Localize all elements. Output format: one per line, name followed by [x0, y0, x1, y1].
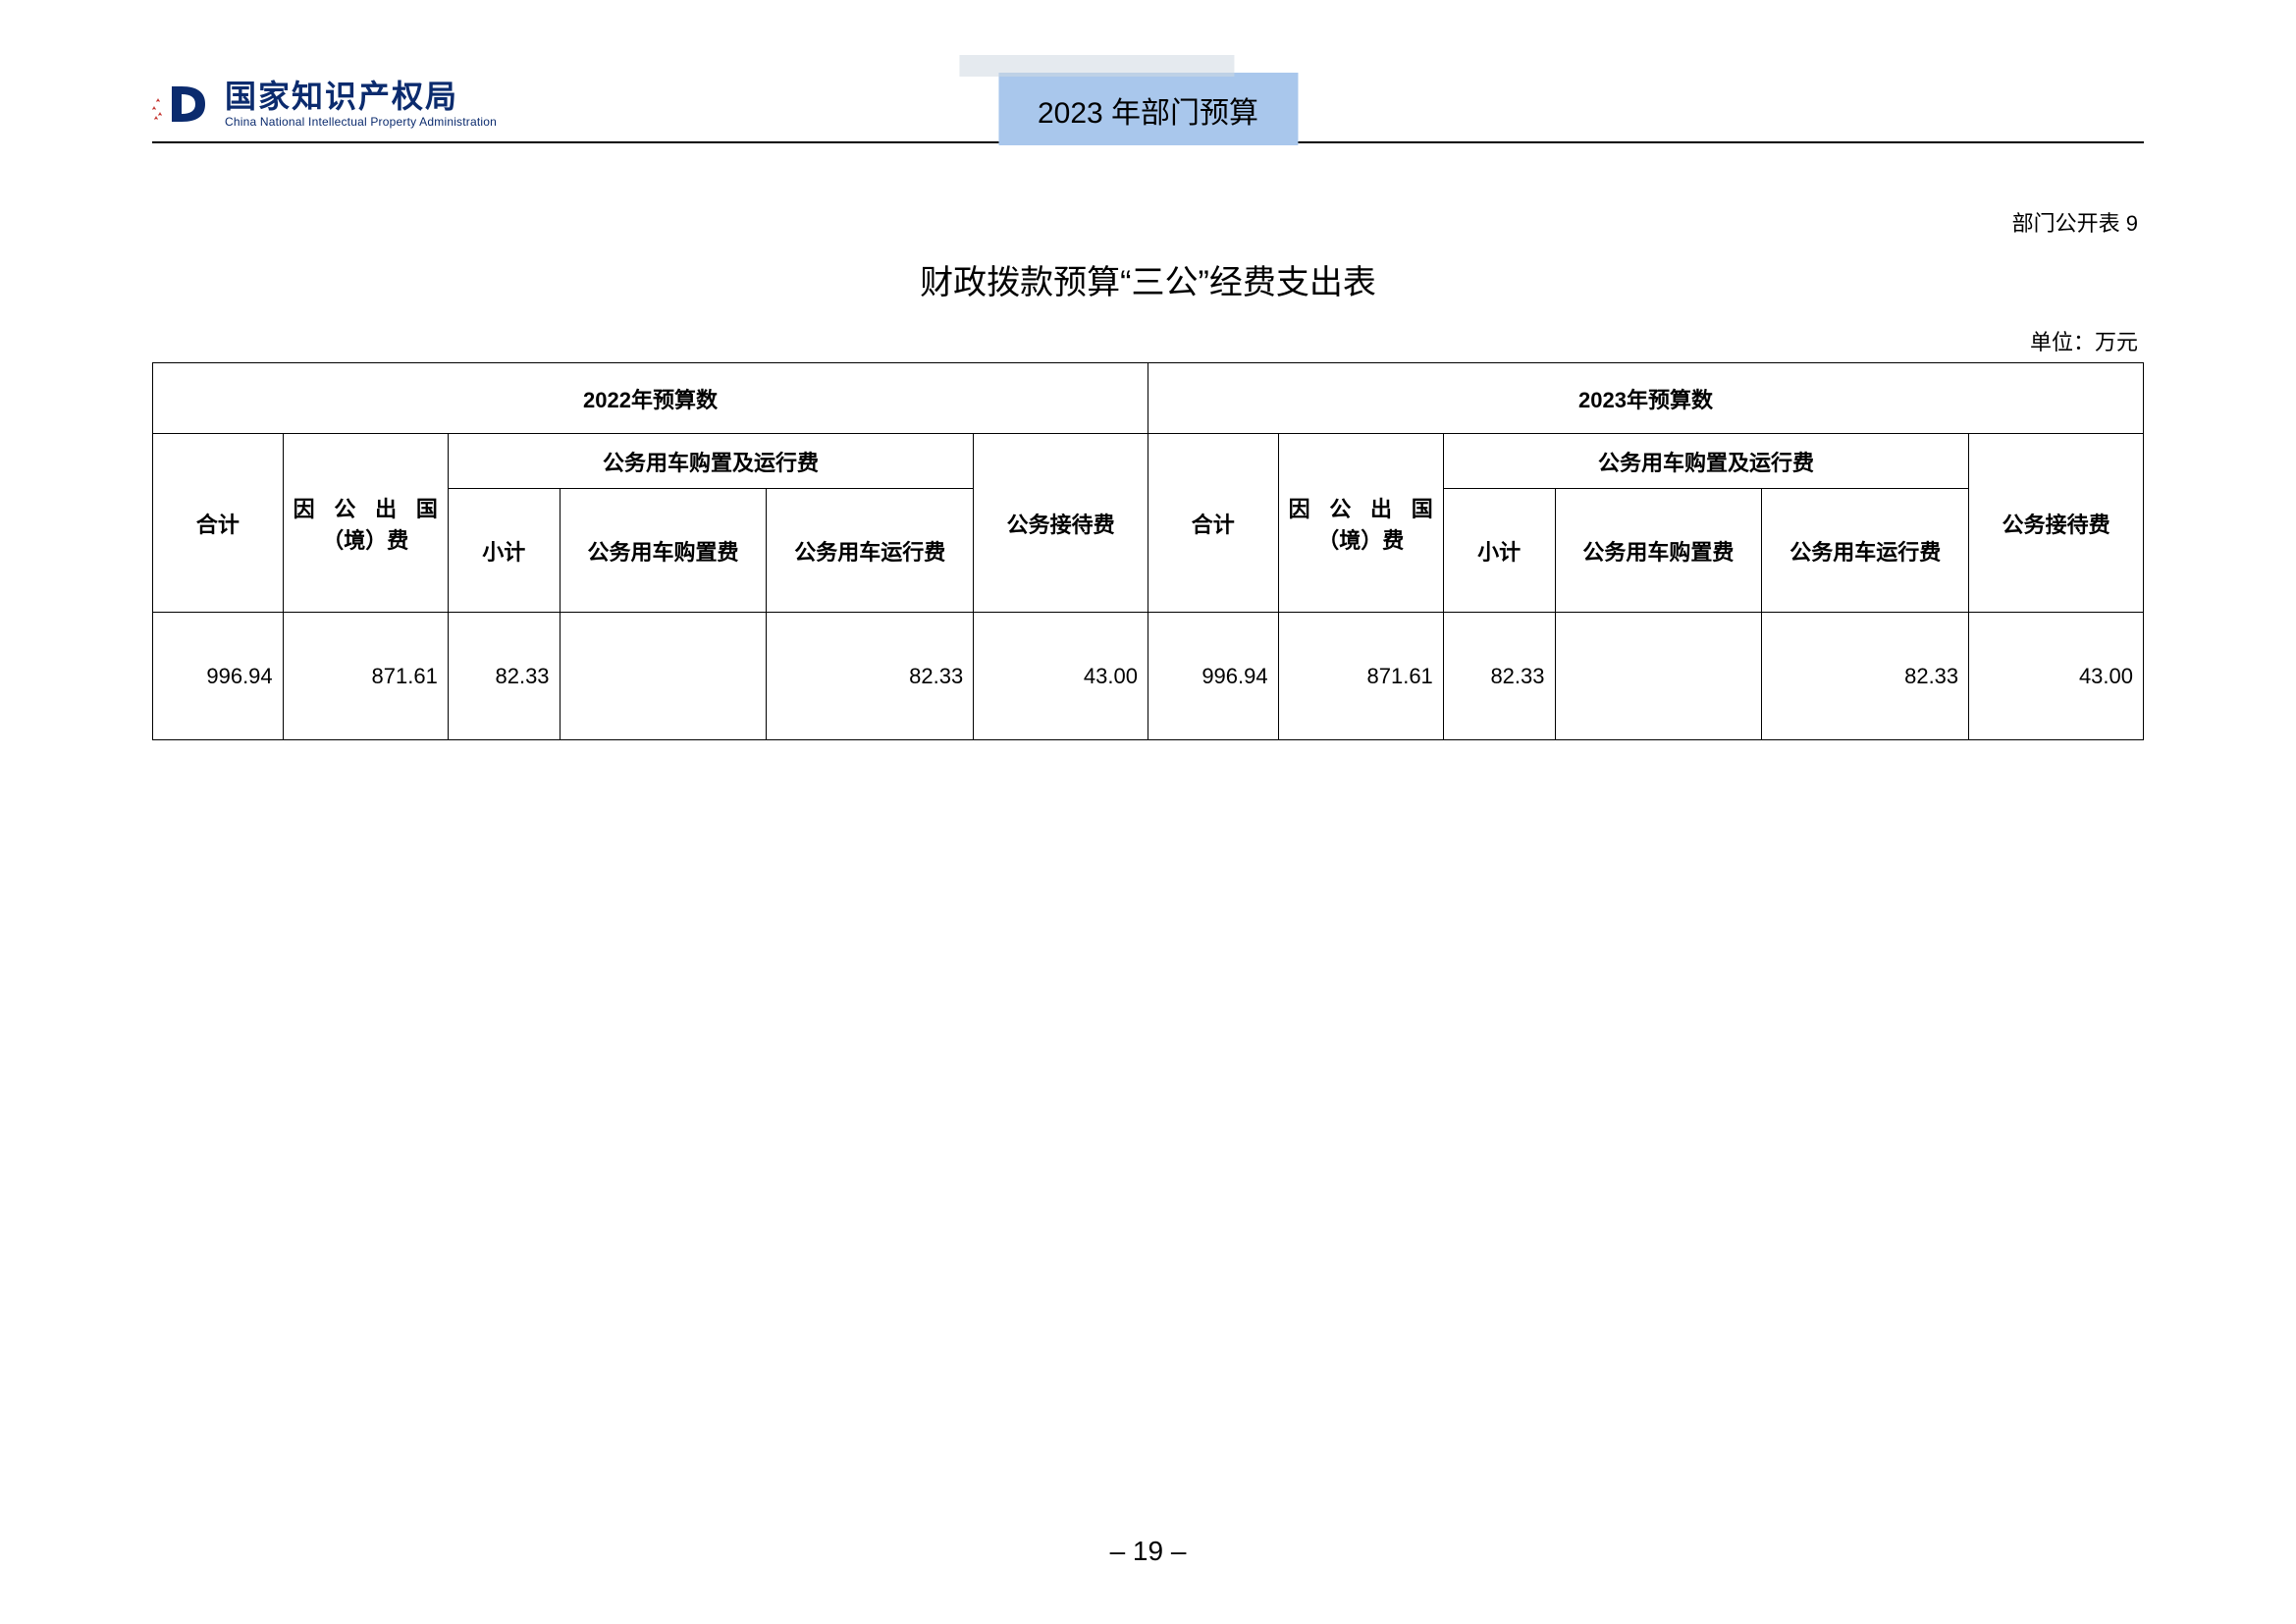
- budget-table: 2022年预算数 2023年预算数 合计 因公出国 （境）费 公务用车购置及运行…: [152, 362, 2144, 740]
- cell-2023-abroad: 871.61: [1278, 613, 1443, 740]
- col-abroad-2022: 因公出国 （境）费: [283, 434, 448, 613]
- table-label: 部门公开表 9: [152, 206, 2138, 238]
- header-row-subgroups: 合计 因公出国 （境）费 公务用车购置及运行费 公务接待费 合计 因公出国 （境…: [153, 434, 2144, 489]
- cnipa-logo-icon: [152, 79, 215, 130]
- col-abroad-2023: 因公出国 （境）费: [1278, 434, 1443, 613]
- col-group-2023: 2023年预算数: [1148, 363, 2143, 434]
- header-row-groups: 2022年预算数 2023年预算数: [153, 363, 2144, 434]
- page: 国家知识产权局 China National Intellectual Prop…: [0, 0, 2296, 740]
- page-number: – 19 –: [0, 1536, 2296, 1567]
- data-row: 996.94 871.61 82.33 82.33 43.00 996.94 8…: [153, 613, 2144, 740]
- org-name-en: China National Intellectual Property Adm…: [225, 115, 497, 129]
- banner-title: 2023 年部门预算: [998, 73, 1298, 145]
- page-header: 国家知识产权局 China National Intellectual Prop…: [152, 79, 2144, 143]
- col-vehicle-operate-2022: 公务用车运行费: [767, 489, 974, 613]
- col-group-2022: 2022年预算数: [153, 363, 1148, 434]
- col-vehicle-operate-2023: 公务用车运行费: [1762, 489, 1969, 613]
- cell-2023-subtotal: 82.33: [1443, 613, 1555, 740]
- cell-2022-vehicle-purchase: [560, 613, 767, 740]
- col-reception-2023: 公务接待费: [1969, 434, 2144, 613]
- cell-2022-abroad: 871.61: [283, 613, 448, 740]
- cell-2022-subtotal: 82.33: [448, 613, 560, 740]
- col-subtotal-2022: 小计: [448, 489, 560, 613]
- col-vehicle-group-2023: 公务用车购置及运行费: [1443, 434, 1968, 489]
- col-vehicle-purchase-2023: 公务用车购置费: [1555, 489, 1762, 613]
- col-vehicle-group-2022: 公务用车购置及运行费: [448, 434, 973, 489]
- cell-2022-total: 996.94: [153, 613, 284, 740]
- col-total-2022: 合计: [153, 434, 284, 613]
- col-total-2023: 合计: [1148, 434, 1278, 613]
- logo-text: 国家知识产权局 China National Intellectual Prop…: [225, 80, 497, 128]
- cell-2023-vehicle-purchase: [1555, 613, 1762, 740]
- col-reception-2022: 公务接待费: [974, 434, 1148, 613]
- cell-2022-reception: 43.00: [974, 613, 1148, 740]
- cell-2023-vehicle-operate: 82.33: [1762, 613, 1969, 740]
- cell-2023-reception: 43.00: [1969, 613, 2144, 740]
- cell-2023-total: 996.94: [1148, 613, 1278, 740]
- col-vehicle-purchase-2022: 公务用车购置费: [560, 489, 767, 613]
- table-title: 财政拨款预算“三公”经费支出表: [152, 255, 2144, 303]
- col-subtotal-2023: 小计: [1443, 489, 1555, 613]
- logo-block: 国家知识产权局 China National Intellectual Prop…: [152, 79, 497, 130]
- cell-2022-vehicle-operate: 82.33: [767, 613, 974, 740]
- unit-label: 单位：万元: [152, 325, 2138, 356]
- org-name-cn: 国家知识产权局: [225, 80, 497, 114]
